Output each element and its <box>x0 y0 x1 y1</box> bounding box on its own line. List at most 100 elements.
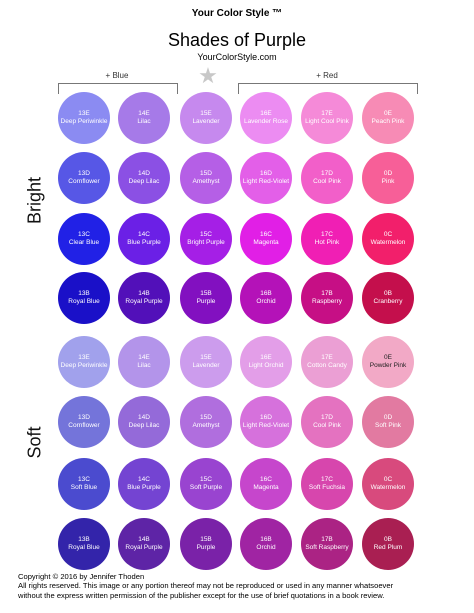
swatch-bright-14c: 14C Blue Purple <box>118 213 170 265</box>
swatch-bright-16c: 16C Magenta <box>240 213 292 265</box>
swatch-name: Blue Purple <box>127 239 161 246</box>
swatch-name: Lavender Rose <box>243 118 289 125</box>
swatch-name: Bright Purple <box>187 239 225 246</box>
swatch-name: Light Red-Violet <box>242 178 290 185</box>
swatch-code: 0C <box>383 231 393 239</box>
swatch-name: Watermelon <box>370 239 406 246</box>
blue-bracket <box>58 83 178 94</box>
red-bracket-label: + Red <box>316 71 338 80</box>
swatch-soft-13e: 13E Deep Periwinkle <box>58 336 110 388</box>
swatch-bright-0c: 0C Watermelon <box>362 213 414 265</box>
swatch-name: Cornflower <box>68 422 100 429</box>
swatch-soft-14d: 14D Deep Lilac <box>118 396 170 448</box>
swatch-soft-15d: 15D Amethyst <box>180 396 232 448</box>
swatch-soft-17e: 17E Cotton Candy <box>301 336 353 388</box>
swatch-name: Orchid <box>256 544 276 551</box>
swatch-bright-13b: 13B Royal Blue <box>58 272 110 324</box>
swatch-code: 0D <box>383 414 393 422</box>
swatch-name: Red Plum <box>373 544 403 551</box>
swatch-code: 16D <box>260 170 272 178</box>
swatch-code: 14C <box>138 231 150 239</box>
swatch-code: 0E <box>384 110 392 118</box>
swatch-code: 16D <box>260 414 272 422</box>
swatch-bright-13c: 13C Clear Blue <box>58 213 110 265</box>
swatch-code: 13B <box>78 290 90 298</box>
swatch-bright-17b: 17B Raspberry <box>301 272 353 324</box>
swatch-bright-0b: 0B Cranberry <box>362 272 414 324</box>
swatch-name: Powder Pink <box>369 362 407 369</box>
swatch-code: 15B <box>200 290 212 298</box>
swatch-name: Peach Pink <box>371 118 405 125</box>
swatch-name: Light Red-Violet <box>242 422 290 429</box>
swatch-code: 13C <box>78 476 90 484</box>
swatch-code: 0C <box>383 476 393 484</box>
swatch-soft-17d: 17D Cool Pink <box>301 396 353 448</box>
swatch-code: 17E <box>321 354 333 362</box>
swatch-code: 0B <box>384 536 392 544</box>
swatch-code: 17B <box>321 290 333 298</box>
swatch-soft-0d: 0D Soft Pink <box>362 396 414 448</box>
swatch-bright-15d: 15D Amethyst <box>180 152 232 204</box>
swatch-code: 15D <box>200 414 212 422</box>
swatch-name: Lavender <box>192 118 220 125</box>
soft-group-label: Soft <box>24 426 45 459</box>
swatch-name: Lilac <box>137 362 151 369</box>
swatch-code: 13C <box>78 231 90 239</box>
swatch-bright-14b: 14B Royal Purple <box>118 272 170 324</box>
swatch-code: 14C <box>138 476 150 484</box>
swatch-code: 16C <box>260 231 272 239</box>
swatch-code: 16E <box>260 354 272 362</box>
swatch-code: 17D <box>321 170 333 178</box>
swatch-name: Blue Purple <box>127 484 161 491</box>
copyright-line: Copyright © 2016 by Jennifer Thoden <box>18 572 145 581</box>
permission-line: without the express written permission o… <box>18 590 385 600</box>
swatch-soft-0e: 0E Powder Pink <box>362 336 414 388</box>
swatch-name: Clear Blue <box>68 239 100 246</box>
swatch-name: Soft Pink <box>374 422 401 429</box>
swatch-code: 14D <box>138 414 150 422</box>
swatch-bright-15b: 15B Purple <box>180 272 232 324</box>
swatch-code: 17D <box>321 414 333 422</box>
swatch-code: 13B <box>78 536 90 544</box>
swatch-bright-17e: 17E Light Cool Pink <box>301 92 353 144</box>
swatch-name: Light Orchid <box>248 362 284 369</box>
swatch-soft-17b: 17B Soft Raspberry <box>301 518 353 570</box>
swatch-soft-0c: 0C Watermelon <box>362 458 414 510</box>
swatch-name: Soft Purple <box>189 484 223 491</box>
swatch-code: 15C <box>200 231 212 239</box>
swatch-code: 0B <box>384 290 392 298</box>
swatch-name: Cotton Candy <box>307 362 347 369</box>
swatch-name: Amethyst <box>192 422 220 429</box>
swatch-code: 17C <box>321 476 333 484</box>
swatch-code: 16B <box>260 290 272 298</box>
swatch-code: 14B <box>138 536 150 544</box>
swatch-name: Cranberry <box>373 298 403 305</box>
rights-line: All rights reserved. This image or any p… <box>18 581 394 591</box>
swatch-bright-16b: 16B Orchid <box>240 272 292 324</box>
swatch-name: Magenta <box>253 484 279 491</box>
swatch-soft-16c: 16C Magenta <box>240 458 292 510</box>
star-icon: ★ <box>198 63 218 88</box>
swatch-name: Cool Pink <box>313 422 341 429</box>
swatch-code: 14D <box>138 170 150 178</box>
swatch-name: Deep Periwinkle <box>60 362 108 369</box>
swatch-bright-17c: 17C Hot Pink <box>301 213 353 265</box>
swatch-soft-13c: 13C Soft Blue <box>58 458 110 510</box>
swatch-code: 14E <box>138 354 150 362</box>
site-url: YourColorStyle.com <box>197 52 277 62</box>
bright-group-label: Bright <box>24 176 45 225</box>
swatch-soft-15e: 15E Lavender <box>180 336 232 388</box>
swatch-soft-14c: 14C Blue Purple <box>118 458 170 510</box>
swatch-name: Purple <box>196 544 216 551</box>
blue-bracket-label: + Blue <box>105 71 129 80</box>
swatch-soft-15b: 15B Purple <box>180 518 232 570</box>
swatch-code: 15D <box>200 170 212 178</box>
swatch-name: Royal Purple <box>125 544 163 551</box>
swatch-code: 17E <box>321 110 333 118</box>
swatch-name: Deep Lilac <box>128 178 160 185</box>
page-title: Shades of Purple <box>167 30 307 50</box>
swatch-name: Pink <box>381 178 395 185</box>
swatch-soft-17c: 17C Soft Fuchsia <box>301 458 353 510</box>
swatch-bright-14d: 14D Deep Lilac <box>118 152 170 204</box>
swatch-bright-0d: 0D Pink <box>362 152 414 204</box>
